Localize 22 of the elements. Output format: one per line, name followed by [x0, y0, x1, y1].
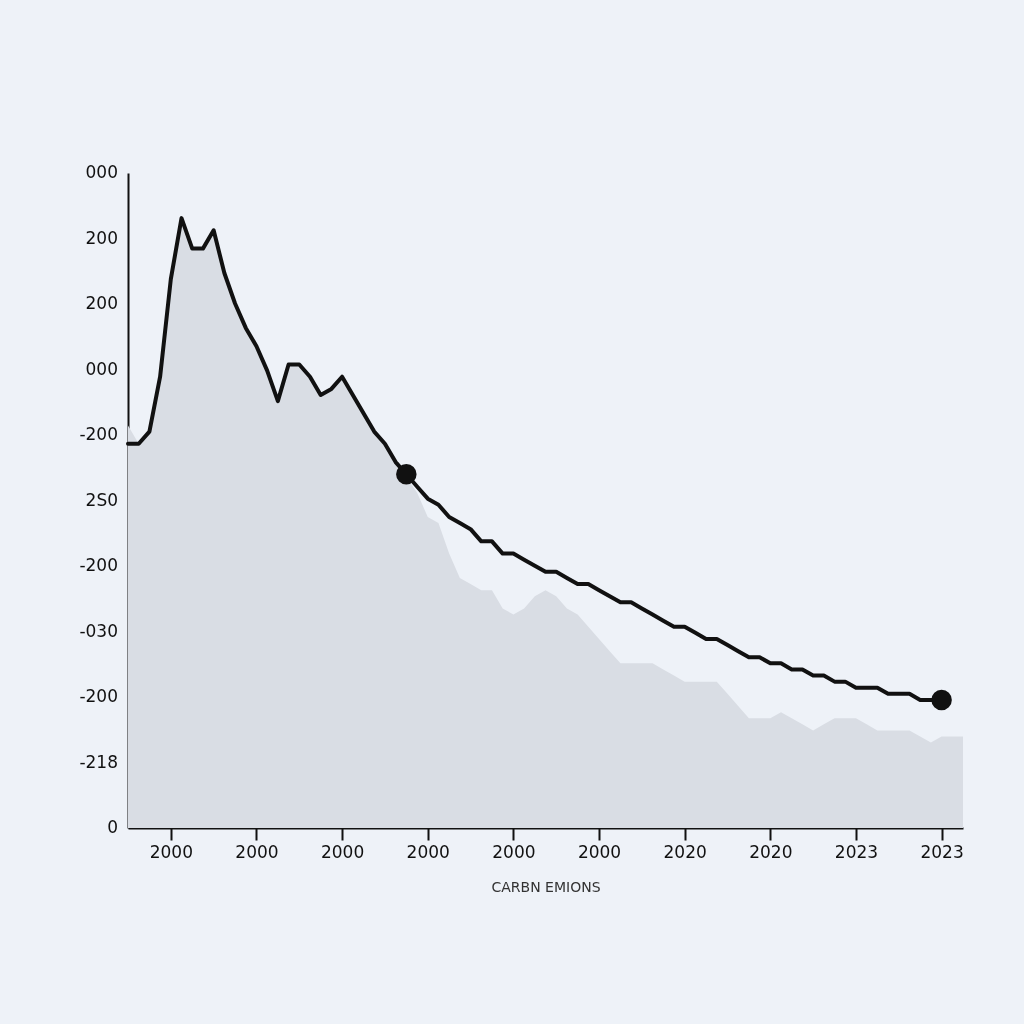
x-tick-label: 2023: [834, 841, 879, 862]
text: 200: [85, 227, 118, 248]
x-tick-label: 2000: [320, 841, 365, 862]
x-axis-title: CARBN EMIONS: [491, 878, 601, 895]
text: -200: [79, 686, 118, 706]
text: -200: [79, 555, 118, 575]
x-tick-label: 2000: [149, 841, 193, 862]
text: -030: [79, 620, 118, 641]
text: -218: [79, 751, 118, 772]
x-tick-label: 2020: [749, 841, 793, 862]
text: -200: [79, 424, 118, 444]
text: 000: [85, 162, 118, 182]
x-tick-label: 2000: [492, 841, 536, 862]
x-tick-label: 2000: [406, 841, 450, 862]
text: 2S0: [85, 489, 118, 510]
text: 000: [85, 358, 118, 379]
x-tick-label: 2000: [235, 841, 279, 862]
text: 200: [85, 293, 118, 313]
text: 0: [107, 817, 118, 837]
x-tick-label: 2023: [920, 841, 964, 862]
x-tick-label: 2000: [577, 841, 622, 862]
x-tick-label: 2020: [663, 841, 707, 862]
